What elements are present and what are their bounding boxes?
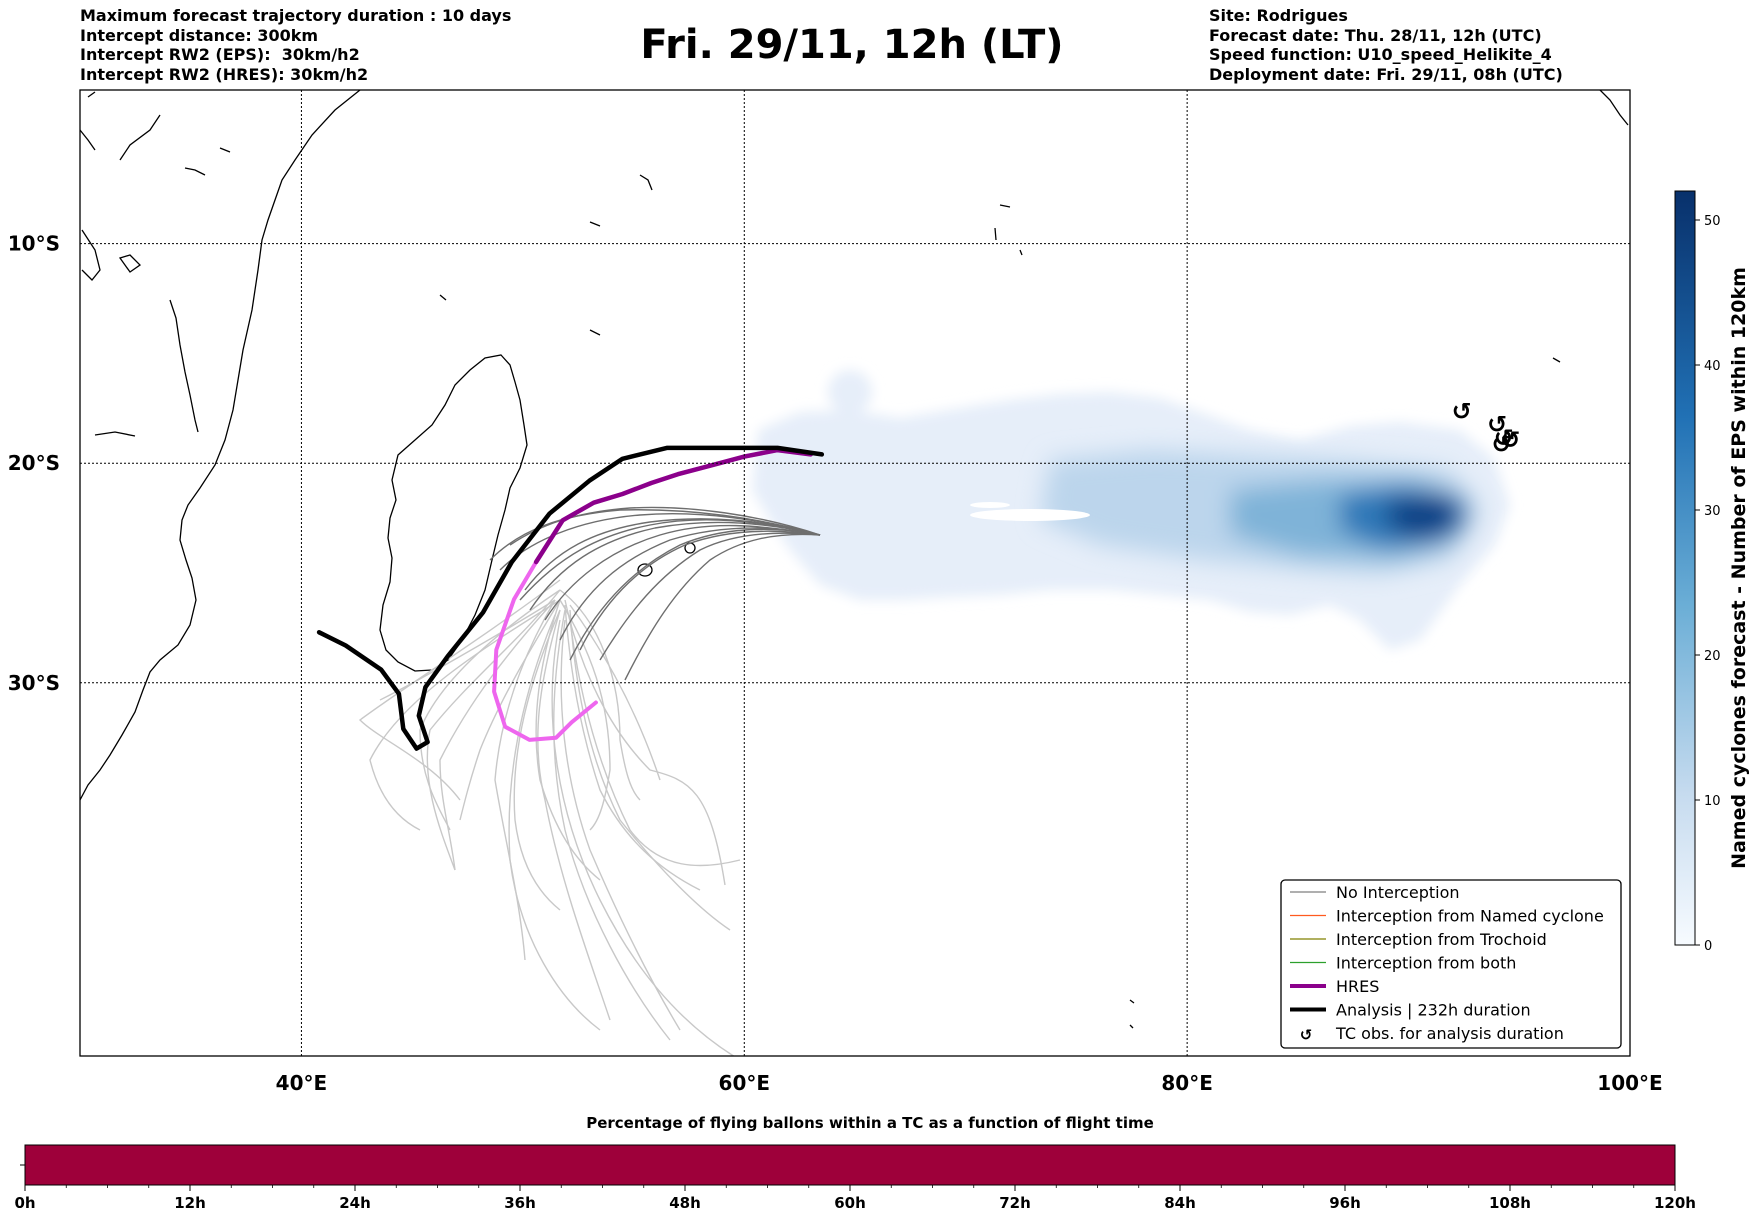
header-left-line: Intercept RW2 (HRES): 30km/h2 bbox=[80, 64, 369, 84]
bottom-bar-tick-label: 48h bbox=[669, 1194, 701, 1212]
header-right-line: Forecast date: Thu. 28/11, 12h (UTC) bbox=[1209, 25, 1542, 45]
density-gap bbox=[970, 509, 1090, 521]
colorbar: 0 10 20 30 40 50 Named cyclones forecast - Nu… bbox=[1674, 190, 1750, 954]
colorbar-tick-label: 30 bbox=[1704, 504, 1721, 519]
bottom-bar-tick-label: 24h bbox=[339, 1194, 371, 1212]
colorbar-tick-label: 40 bbox=[1704, 359, 1721, 374]
eps-density-field bbox=[752, 370, 1510, 650]
colorbar-tick-label: 20 bbox=[1704, 649, 1721, 664]
hres-track-early bbox=[533, 447, 813, 565]
header-left: Maximum forecast trajectory duration : 1… bbox=[80, 6, 511, 84]
analysis-track bbox=[316, 445, 825, 751]
header-left-line: Intercept distance: 300km bbox=[80, 25, 319, 45]
legend-label: Interception from Named cyclone bbox=[1336, 907, 1604, 926]
lon-tick-labels: 40°E 60°E 80°E 100°E bbox=[276, 1071, 1663, 1095]
africa-coastline bbox=[80, 90, 361, 801]
legend-label: TC obs. for analysis duration bbox=[1335, 1024, 1564, 1043]
legend-label: No Interception bbox=[1336, 883, 1460, 902]
header-left-line: Intercept RW2 (EPS): 30km/h2 bbox=[80, 45, 360, 64]
colorbar-tick-label: 10 bbox=[1704, 794, 1721, 809]
lat-tick-label: 20°S bbox=[8, 451, 60, 475]
gridlines bbox=[80, 90, 1630, 1056]
legend-label: Interception from both bbox=[1336, 954, 1516, 973]
bottom-bar-tick-label: 72h bbox=[999, 1194, 1031, 1212]
legend: No Interception Interception from Named c… bbox=[1280, 879, 1622, 1049]
colorbar-label: Named cyclones forecast - Number of EPS … bbox=[1728, 267, 1750, 869]
eps-tracks-light bbox=[358, 579, 741, 1056]
lat-tick-label: 10°S bbox=[8, 232, 60, 256]
colorbar-tick-label: 0 bbox=[1704, 939, 1712, 954]
lat-tick-label: 30°S bbox=[8, 671, 60, 695]
header-left-line: Maximum forecast trajectory duration : 1… bbox=[80, 6, 512, 25]
bottom-bar-tick-label: 12h bbox=[174, 1194, 206, 1212]
density-mid bbox=[1040, 450, 1480, 575]
cyclone-icon: ↺ bbox=[1452, 398, 1472, 426]
header-right: Site: Rodrigues Forecast date: Thu. 28/1… bbox=[1209, 6, 1563, 84]
eps-tracks-dark bbox=[489, 506, 821, 681]
lake-malawi bbox=[169, 299, 199, 433]
header-right-line: Speed function: U10_speed_Helikite_4 bbox=[1209, 45, 1552, 64]
bottom-bar-tick-label: 60h bbox=[834, 1194, 866, 1212]
lon-tick-label: 80°E bbox=[1161, 1071, 1213, 1095]
header-right-line: Deployment date: Fri. 29/11, 08h (UTC) bbox=[1209, 64, 1563, 84]
cyclone-icon: ↺ bbox=[1500, 426, 1520, 454]
tc-obs-symbols: ↺ ↺↺↺↺ bbox=[1452, 398, 1521, 459]
bottom-bar-tick-label: 36h bbox=[504, 1194, 536, 1212]
header-right-line: Site: Rodrigues bbox=[1209, 6, 1348, 25]
cyclone-icon: ↺ bbox=[1492, 430, 1512, 458]
legend-label: Interception from Trochoid bbox=[1336, 930, 1547, 949]
bottom-bar-tick-label: 96h bbox=[1329, 1194, 1361, 1212]
cyclone-icon: ↺ bbox=[1487, 411, 1507, 439]
madagascar-coastline bbox=[379, 354, 528, 672]
legend-label: HRES bbox=[1336, 977, 1379, 996]
bottom-bar: Percentage of flying ballons within a TC… bbox=[14, 1114, 1696, 1212]
bottom-bar-fill bbox=[24, 1144, 1676, 1186]
bottom-bar-tick-label: 120h bbox=[1654, 1194, 1696, 1212]
lon-tick-label: 40°E bbox=[276, 1071, 328, 1095]
lon-tick-label: 100°E bbox=[1597, 1071, 1662, 1095]
page-title: Fri. 29/11, 12h (LT) bbox=[640, 22, 1064, 68]
lon-tick-label: 60°E bbox=[719, 1071, 771, 1095]
coastlines bbox=[80, 90, 1629, 1029]
density-gap bbox=[970, 502, 1010, 508]
bottom-bar-tick-label: 108h bbox=[1489, 1194, 1531, 1212]
mauritius-island bbox=[637, 563, 653, 577]
bottom-bar-title: Percentage of flying ballons within a TC… bbox=[586, 1114, 1154, 1132]
cyclone-icon: ↺ bbox=[1300, 1026, 1313, 1044]
legend-label: Analysis | 232h duration bbox=[1336, 1001, 1531, 1020]
lat-tick-labels: 10°S 20°S 30°S bbox=[8, 232, 60, 695]
colorbar-tick-label: 50 bbox=[1704, 214, 1721, 229]
cyclone-icon: ↺ bbox=[1494, 424, 1514, 452]
bottom-bar-tick-label: 0h bbox=[14, 1194, 35, 1212]
bottom-bar-tick-label: 84h bbox=[1164, 1194, 1196, 1212]
map-frame bbox=[79, 89, 1631, 1057]
